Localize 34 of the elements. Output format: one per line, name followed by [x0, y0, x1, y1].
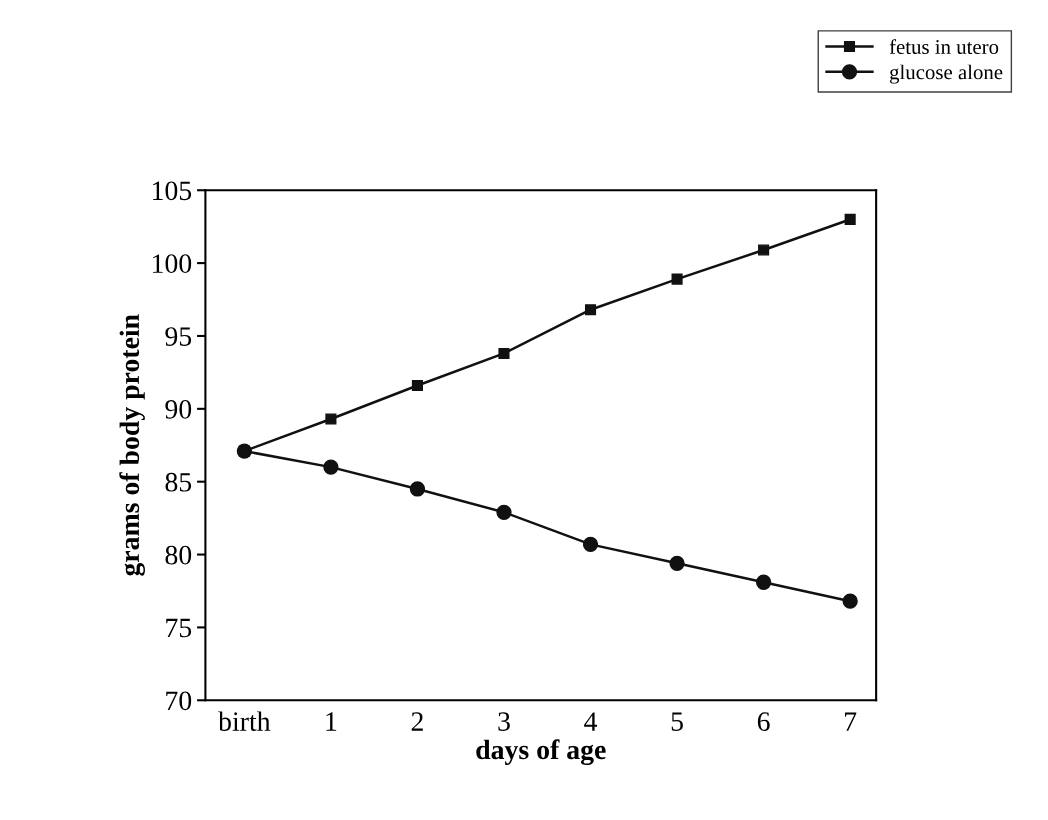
- y-tick-label: 105: [152, 181, 192, 201]
- point: [584, 304, 597, 316]
- y-tick-label: 85: [165, 472, 192, 492]
- x-tick-label: 5: [671, 712, 683, 731]
- point: [842, 593, 858, 609]
- y-tick-label: 100: [152, 254, 192, 274]
- x-tick-label: 7: [845, 712, 857, 731]
- x-tick-label: 4: [584, 712, 598, 731]
- point: [323, 459, 339, 475]
- x-tick-label: 3: [498, 712, 510, 731]
- point: [671, 273, 683, 285]
- y-tick-label: 95: [165, 327, 192, 346]
- y-tick-label: 70: [166, 691, 192, 711]
- point: [498, 347, 510, 360]
- point: [669, 555, 685, 571]
- point: [582, 536, 599, 552]
- y-tick-label: 80: [165, 545, 192, 565]
- x-axis-title: days of age: [476, 739, 606, 766]
- point: [325, 413, 337, 425]
- legend-label: glucose alone: [889, 64, 1003, 84]
- y-tick-label: 90: [165, 399, 192, 419]
- x-tick-label: 1: [326, 712, 337, 731]
- point: [409, 481, 426, 497]
- legend-label: fetus in utero: [889, 39, 999, 55]
- point: [496, 504, 512, 520]
- point: [844, 213, 856, 225]
- point: [755, 574, 772, 590]
- x-tick-label: 2: [411, 712, 423, 731]
- x-tick-label: birth: [218, 711, 271, 731]
- x-tick-label: 6: [757, 712, 770, 731]
- point: [411, 379, 423, 392]
- y-tick-label: 75: [166, 618, 192, 638]
- point: [758, 244, 770, 256]
- y-axis-title: grams of body protein: [119, 314, 145, 576]
